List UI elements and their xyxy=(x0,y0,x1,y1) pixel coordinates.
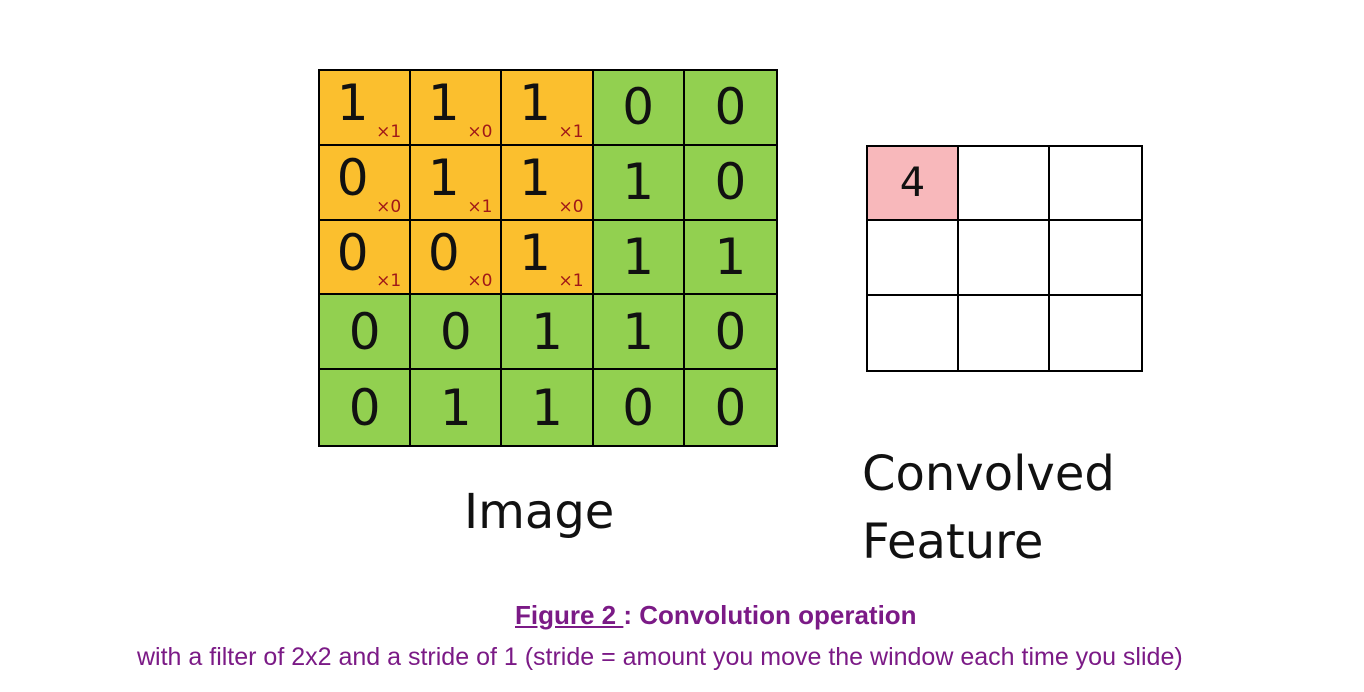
image-cell-value: 1 xyxy=(427,149,460,208)
caption-title-text: Convolution operation xyxy=(639,600,917,630)
kernel-weight: ×1 xyxy=(558,271,584,292)
image-cell: 1 xyxy=(593,220,685,296)
feature-cell xyxy=(959,221,1050,296)
image-matrix: 1 ×1 1 ×0 1 ×1 0 0 0 ×0 1 ×1 1 ×0 1 0 0 ×1 0 ×0 1 ×1 1 1 0 0 1 1 0 0 1… xyxy=(318,69,778,447)
image-cell-value: 0 xyxy=(348,378,381,437)
image-cell: 1 xyxy=(502,295,594,371)
image-cell-value: 1 xyxy=(336,74,369,133)
image-cell-value: 1 xyxy=(622,302,655,361)
convolved-feature-matrix: 4 xyxy=(866,145,1143,372)
feature-cell xyxy=(868,221,959,296)
figure-reference-link[interactable]: Figure 2 xyxy=(515,600,624,630)
kernel-weight: ×0 xyxy=(376,196,402,217)
image-cell-value: 1 xyxy=(531,378,563,437)
image-cell-value: 0 xyxy=(714,378,747,437)
image-cell-value: 0 xyxy=(714,153,747,212)
image-label: Image xyxy=(464,484,615,540)
image-cell: 1 xyxy=(502,370,594,445)
image-cell: 0 xyxy=(320,295,412,371)
image-cell: 1 xyxy=(593,295,685,371)
image-cell-value: 1 xyxy=(427,74,460,133)
caption-separator: : xyxy=(623,600,640,630)
feature-cell xyxy=(868,295,959,370)
image-cell-value: 1 xyxy=(622,227,655,286)
image-cell: 1 ×1 xyxy=(411,145,503,221)
kernel-weight: ×0 xyxy=(467,121,493,142)
image-cell-value: 0 xyxy=(622,78,655,137)
feature-cell xyxy=(1050,147,1141,222)
image-cell: 1 xyxy=(684,220,776,296)
image-cell: 0 ×1 xyxy=(320,220,412,296)
image-cell-value: 0 xyxy=(348,302,381,361)
kernel-weight: ×0 xyxy=(558,196,584,217)
image-cell: 1 ×1 xyxy=(502,71,594,146)
kernel-weight: ×1 xyxy=(376,271,402,292)
image-cell: 0 xyxy=(684,71,776,146)
feature-cell xyxy=(1050,295,1141,370)
kernel-weight: ×1 xyxy=(467,196,493,217)
image-cell: 0 xyxy=(684,295,776,371)
image-cell-value: 1 xyxy=(519,149,551,208)
image-cell-value: 1 xyxy=(519,74,551,133)
image-cell: 0 xyxy=(320,370,412,445)
image-cell: 1 xyxy=(411,370,503,445)
image-cell-value: 0 xyxy=(336,223,369,282)
kernel-weight: ×0 xyxy=(467,271,493,292)
feature-cell: 4 xyxy=(868,147,959,222)
feature-cell xyxy=(1050,221,1141,296)
feature-cell xyxy=(959,147,1050,222)
image-cell: 1 ×1 xyxy=(502,220,594,296)
image-cell-value: 1 xyxy=(714,227,747,286)
image-cell-value: 0 xyxy=(714,78,747,137)
image-cell: 0 ×0 xyxy=(411,220,503,296)
feature-cell xyxy=(959,295,1050,370)
image-cell-value: 0 xyxy=(427,223,460,282)
kernel-weight: ×1 xyxy=(376,121,402,142)
image-cell-value: 0 xyxy=(439,302,472,361)
image-cell-value: 0 xyxy=(622,378,655,437)
image-cell: 0 xyxy=(684,145,776,221)
image-cell: 1 ×0 xyxy=(502,145,594,221)
figure-caption-subtitle: with a filter of 2x2 and a stride of 1 (… xyxy=(137,643,1183,671)
image-cell-value: 1 xyxy=(622,153,655,212)
image-cell-value: 1 xyxy=(531,302,563,361)
image-cell-value: 1 xyxy=(439,378,472,437)
feature-label-line2: Feature xyxy=(862,514,1044,570)
image-cell: 0 xyxy=(593,370,685,445)
image-cell: 1 xyxy=(593,145,685,221)
feature-cell-value: 4 xyxy=(899,160,926,207)
image-cell: 1 ×0 xyxy=(411,71,503,146)
image-cell: 1 ×1 xyxy=(320,71,412,146)
kernel-weight: ×1 xyxy=(558,121,584,142)
image-cell-value: 0 xyxy=(714,302,747,361)
image-cell: 0 ×0 xyxy=(320,145,412,221)
image-cell-value: 0 xyxy=(336,149,369,208)
image-cell: 0 xyxy=(411,295,503,371)
feature-label-line1: Convolved xyxy=(862,446,1115,502)
image-cell: 0 xyxy=(593,71,685,146)
figure-caption-title: Figure 2 : Convolution operation xyxy=(515,602,917,628)
image-cell: 0 xyxy=(684,370,776,445)
image-cell-value: 1 xyxy=(519,223,551,282)
